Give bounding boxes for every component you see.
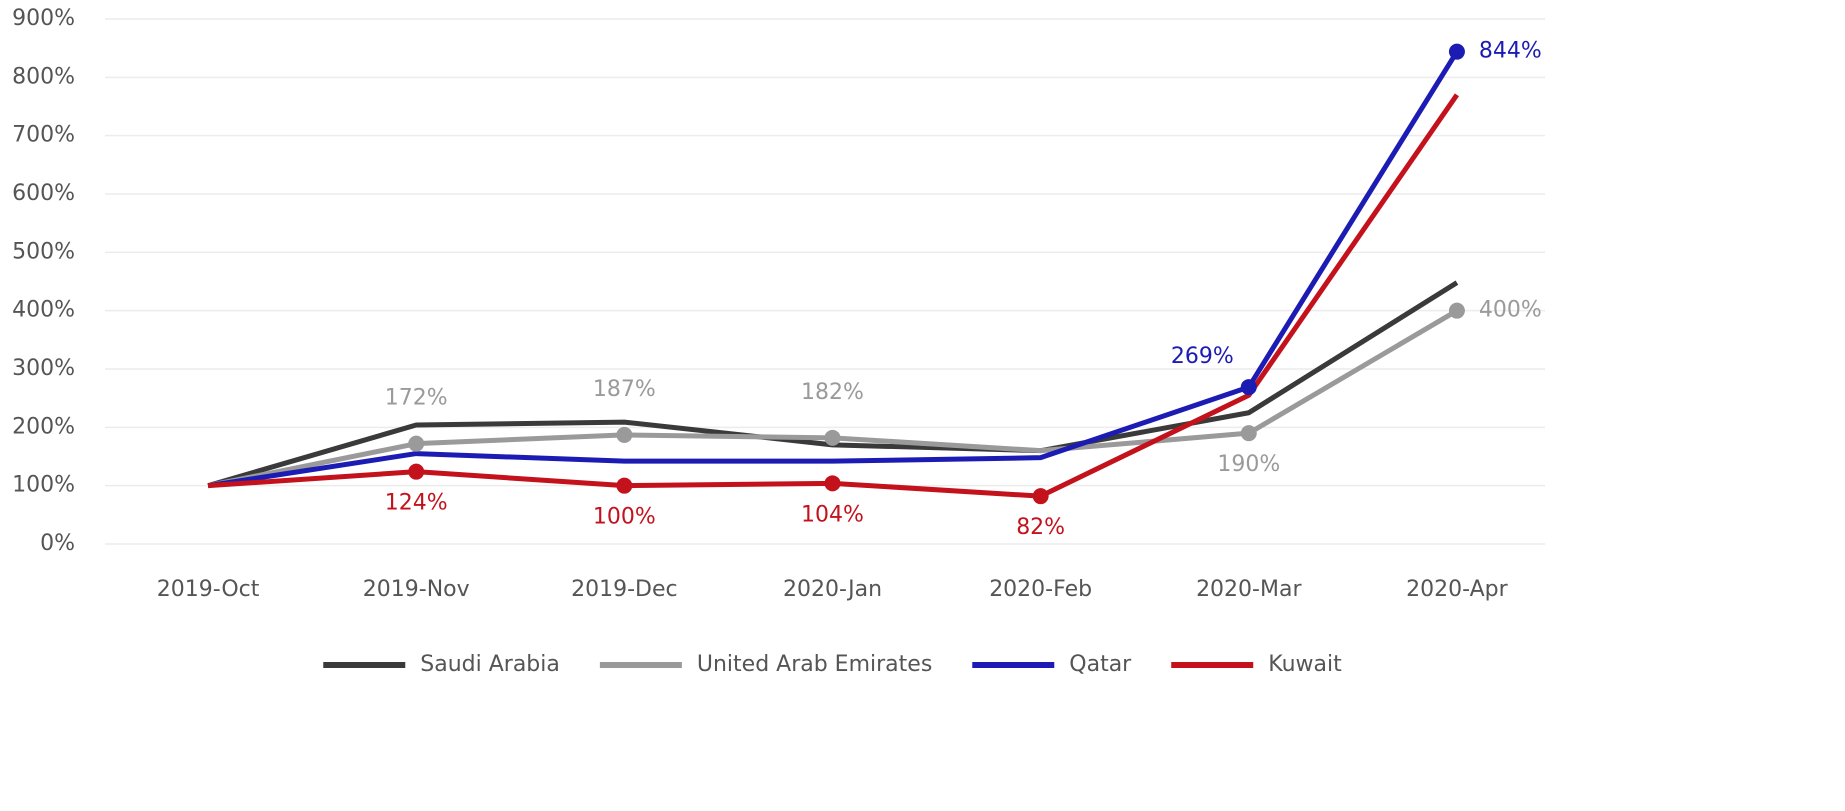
point	[1448, 302, 1465, 319]
point	[1240, 425, 1257, 442]
x-tick-label: 2020-Apr	[1406, 577, 1508, 602]
point	[824, 475, 841, 492]
legend-label: United Arab Emirates	[697, 652, 932, 677]
data-label: 190%	[1217, 452, 1280, 477]
y-tick-label: 500%	[12, 239, 75, 264]
legend-item: United Arab Emirates	[599, 652, 932, 677]
x-tick-label: 2019-Dec	[571, 577, 678, 602]
y-tick-label: 100%	[12, 473, 75, 498]
y-tick-label: 400%	[12, 298, 75, 323]
legend-label: Kuwait	[1268, 652, 1342, 677]
data-label: 269%	[1171, 344, 1234, 369]
data-label: 400%	[1479, 298, 1542, 323]
point	[1448, 43, 1465, 60]
y-tick-label: 0%	[40, 531, 75, 556]
legend-label: Saudi Arabia	[420, 652, 560, 677]
y-tick-label: 600%	[12, 181, 75, 206]
data-label: 100%	[593, 505, 656, 530]
data-label: 844%	[1479, 39, 1542, 64]
point	[1240, 379, 1257, 396]
data-label: 82%	[1016, 515, 1065, 540]
x-tick-label: 2019-Oct	[157, 577, 260, 602]
point	[616, 477, 633, 494]
legend-item: Saudi Arabia	[323, 652, 560, 677]
point	[824, 429, 841, 446]
data-label: 182%	[801, 380, 864, 405]
data-label: 187%	[593, 377, 656, 402]
data-label: 124%	[385, 491, 448, 516]
x-tick-label: 2019-Nov	[363, 577, 470, 602]
legend-item: Qatar	[972, 652, 1132, 677]
y-tick-label: 200%	[12, 414, 75, 439]
x-tick-label: 2020-Mar	[1196, 577, 1302, 602]
x-tick-label: 2020-Jan	[783, 577, 882, 602]
y-tick-label: 800%	[12, 64, 75, 89]
y-tick-label: 300%	[12, 356, 75, 381]
point	[1032, 488, 1049, 505]
point	[408, 435, 425, 452]
y-tick-label: 700%	[12, 123, 75, 148]
legend-label: Qatar	[1069, 652, 1132, 677]
point	[616, 426, 633, 443]
point	[408, 463, 425, 480]
data-label: 104%	[801, 502, 864, 527]
y-tick-label: 900%	[12, 6, 75, 31]
legend-item: Kuwait	[1171, 652, 1342, 677]
data-label: 172%	[385, 386, 448, 411]
x-tick-label: 2020-Feb	[989, 577, 1092, 602]
